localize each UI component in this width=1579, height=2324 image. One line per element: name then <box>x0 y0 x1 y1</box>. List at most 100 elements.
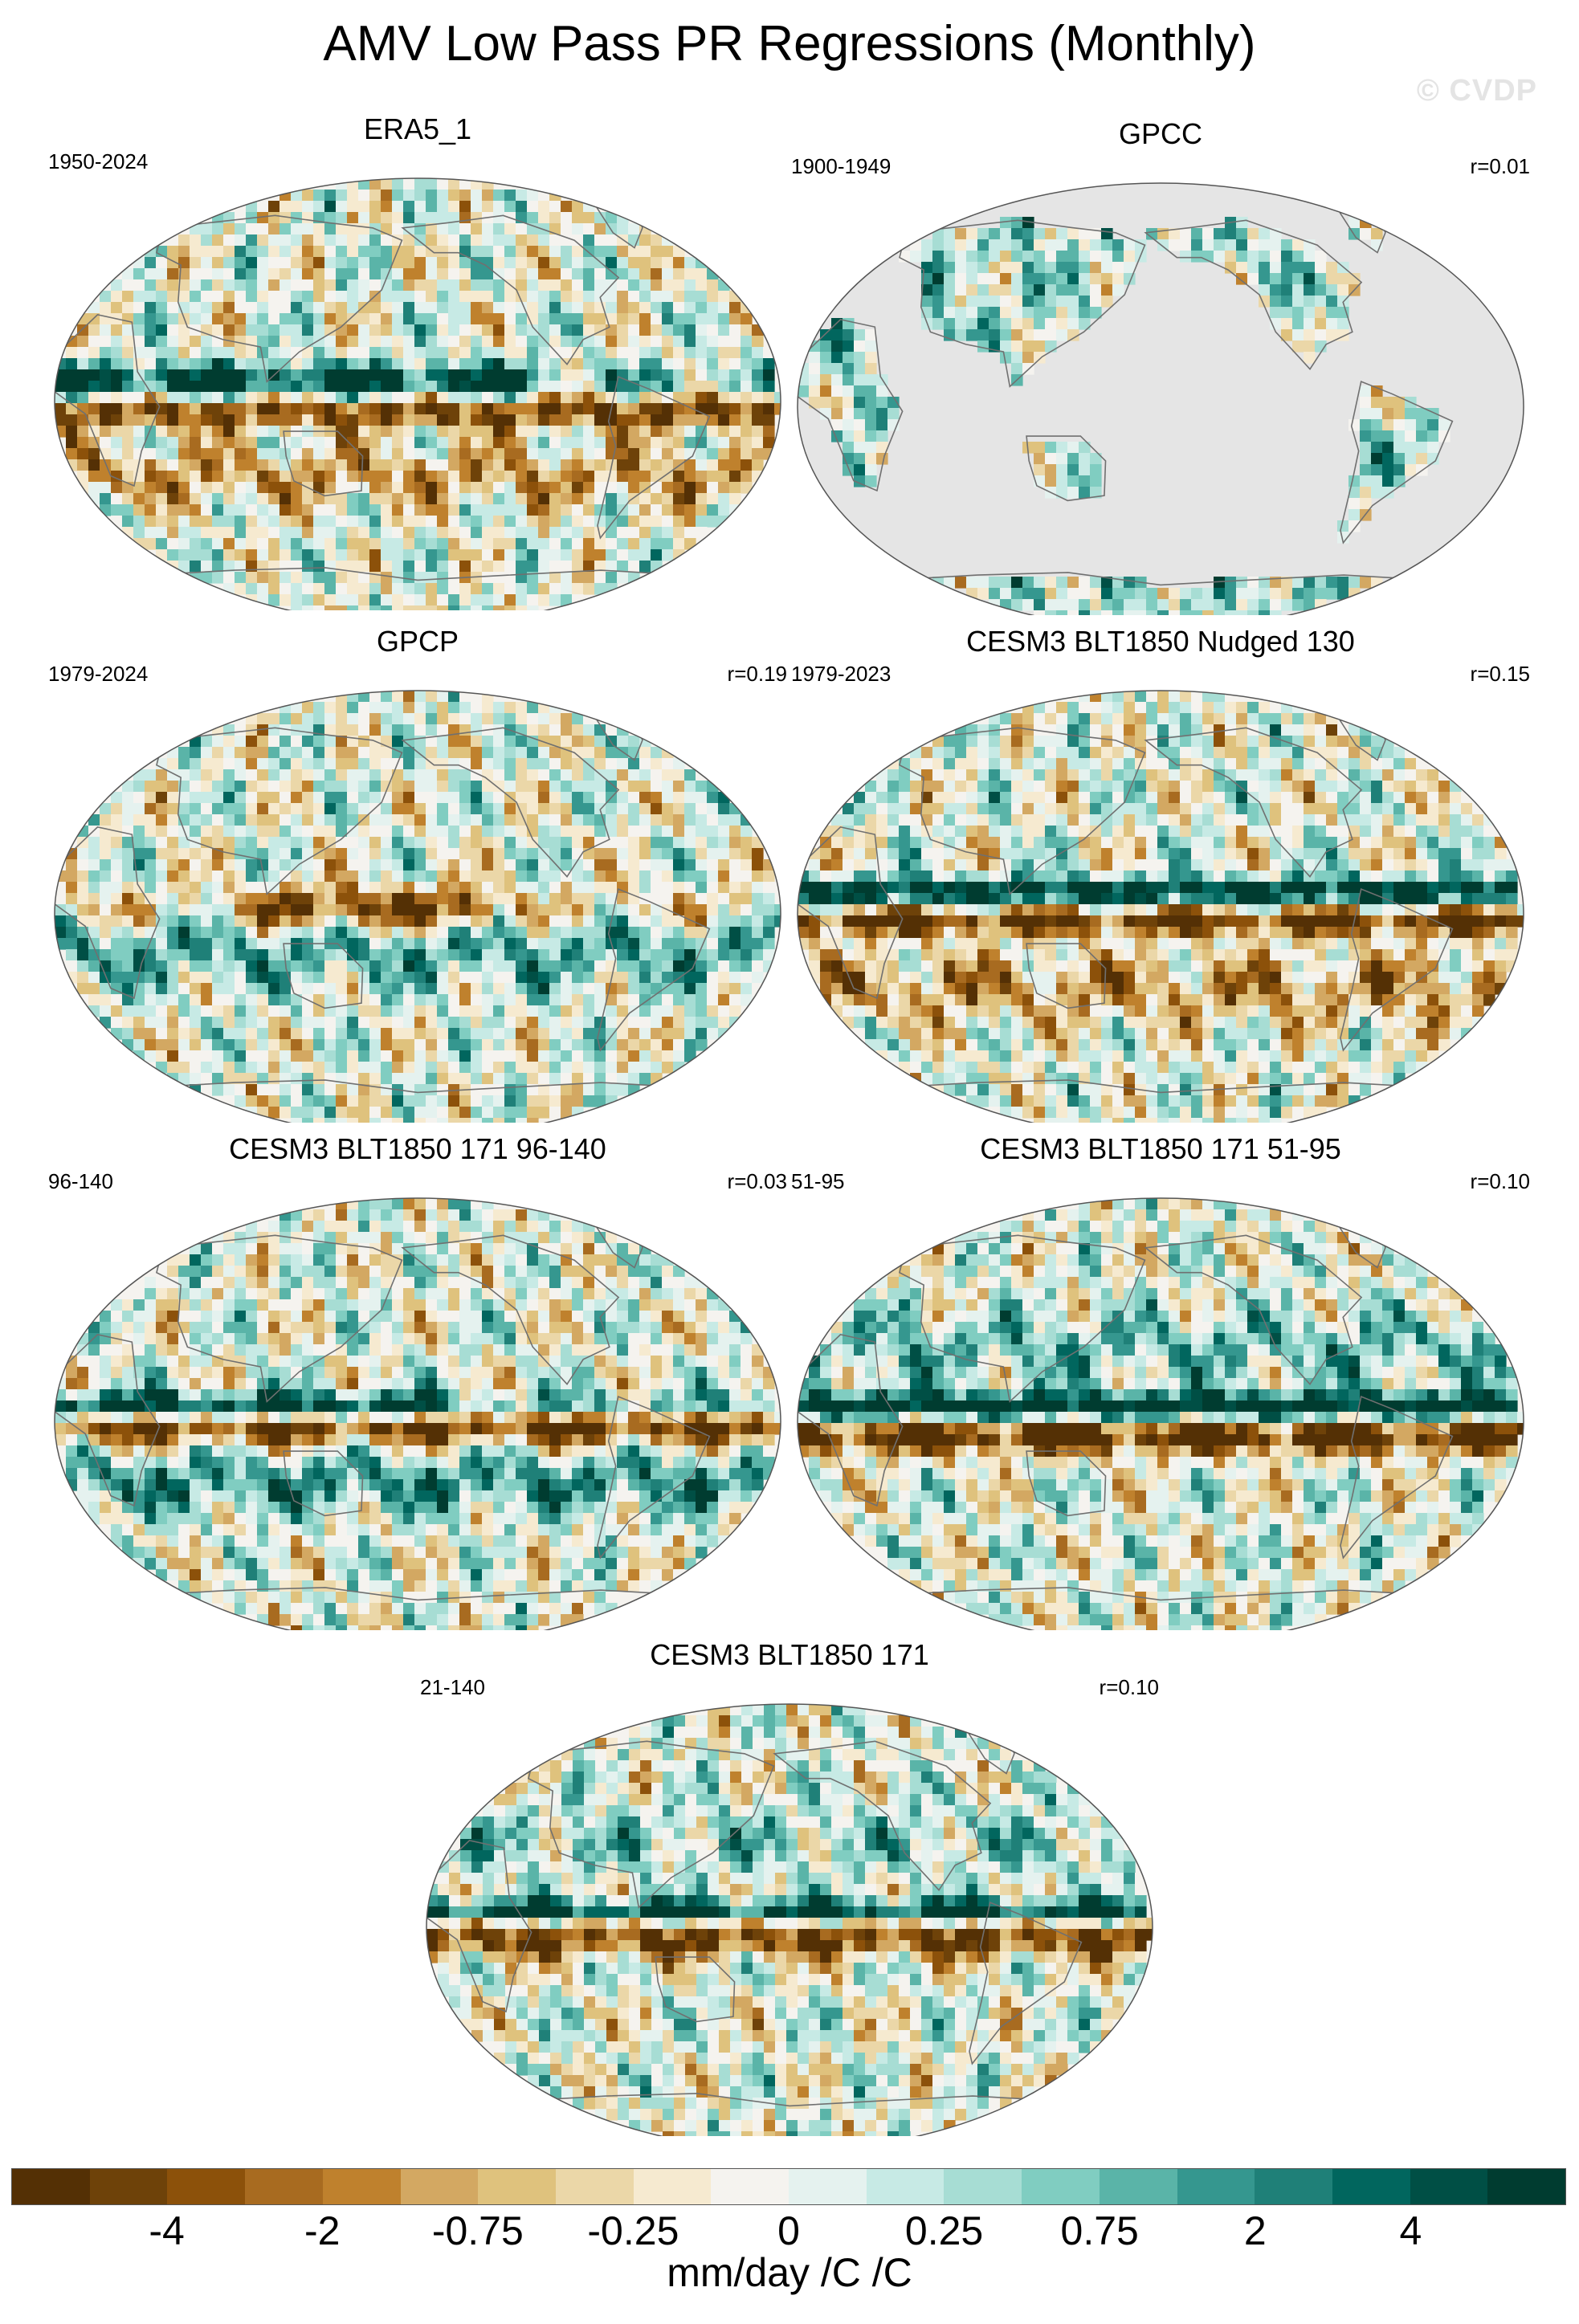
coastline <box>1026 1450 1107 1517</box>
colorbar <box>11 2168 1566 2205</box>
colorbar-segment <box>478 2169 556 2204</box>
map-svg <box>797 1197 1524 1630</box>
colorbar-segment <box>89 2169 168 2204</box>
coastline <box>283 430 364 497</box>
map-panel-96-140: CESM3 BLT1850 171 96-140 96-140 r=0.03 <box>48 1132 787 1630</box>
coastline <box>798 826 904 1000</box>
colorbar-tick-label: -4 <box>149 2208 185 2253</box>
map-border <box>54 690 781 1123</box>
coastline <box>156 214 403 383</box>
colorbar-segment <box>322 2169 401 2204</box>
coastline <box>798 1334 904 1507</box>
panel-period: 51-95 <box>791 1169 845 1193</box>
colorbar-segment <box>555 2169 634 2204</box>
coastline <box>1026 435 1107 502</box>
coastline <box>597 1396 711 1560</box>
map-svg <box>54 177 781 610</box>
panel-correlation: r=0.10 <box>1470 1169 1530 1193</box>
coastline <box>283 1450 364 1517</box>
colorbar-units: mm/day /C /C <box>667 2250 912 2295</box>
panel-title: CESM3 BLT1850 171 <box>650 1638 929 1671</box>
colorbar-tick-label: 0.75 <box>1060 2208 1139 2253</box>
coastline <box>156 727 403 895</box>
coastline <box>1340 1396 1454 1560</box>
map-panel-gpcp: GPCP 1979-2024 r=0.19 <box>48 625 787 1123</box>
colorbar-tick-label: 4 <box>1399 2208 1422 2253</box>
panel-correlation: r=0.15 <box>1470 662 1530 686</box>
map-svg <box>797 690 1524 1123</box>
colorbar-segment <box>633 2169 712 2204</box>
panel-title: ERA5_1 <box>363 112 472 145</box>
coastline <box>969 1902 1083 2065</box>
coastline <box>146 567 689 610</box>
map-border <box>54 1197 781 1630</box>
panel-title: CESM3 BLT1850 Nudged 130 <box>966 625 1355 658</box>
panel-period: 1979-2024 <box>48 662 149 686</box>
colorbar-tick-label: -0.75 <box>431 2208 524 2253</box>
colorbar-segment <box>1177 2169 1255 2204</box>
coastline <box>1144 219 1363 370</box>
map-field <box>798 1198 1524 1630</box>
coastline <box>518 2093 1061 2136</box>
coastline <box>597 376 711 540</box>
colorbar-tick-label: -2 <box>304 2208 341 2253</box>
panel-title: GPCP <box>376 625 459 658</box>
coastline <box>528 1740 775 1909</box>
panel-period: 21-140 <box>420 1675 485 1699</box>
map-border <box>426 1703 1153 2136</box>
coastline <box>889 1587 1432 1630</box>
map-panel-51-95: CESM3 BLT1850 171 51-95 51-95 r=0.10 <box>791 1132 1530 1630</box>
coastline <box>1340 888 1454 1052</box>
coastline <box>899 1234 1146 1403</box>
colorbar-segment <box>1410 2169 1488 2204</box>
map-field <box>426 1704 1153 2136</box>
coastline <box>401 214 620 365</box>
colorbar-segment <box>1255 2169 1332 2204</box>
coastline <box>156 1234 403 1403</box>
colorbar-segment <box>400 2169 479 2204</box>
coastline <box>773 1740 992 1891</box>
map-border <box>797 1197 1524 1630</box>
map-panel-21-140: CESM3 BLT1850 171 21-140 r=0.10 <box>420 1638 1159 2136</box>
colorbar-tick-label: 0.25 <box>904 2208 984 2253</box>
coastline <box>401 727 620 878</box>
colorbar-segment <box>1022 2169 1100 2204</box>
coastline <box>655 1956 736 2023</box>
map-panel-era5: ERA5_1 1950-2024 <box>48 112 787 610</box>
panel-title: CESM3 BLT1850 171 96-140 <box>229 1132 606 1165</box>
colorbar-tick-label: 0 <box>777 2208 800 2253</box>
coastline <box>899 727 1146 895</box>
map-border <box>54 177 781 610</box>
colorbar-segment <box>711 2169 790 2204</box>
coastline <box>55 1334 161 1507</box>
colorbar-segment <box>944 2169 1022 2204</box>
colorbar-segment <box>167 2169 246 2204</box>
colorbar-segment <box>1099 2169 1177 2204</box>
watermark: © CVDP <box>1416 74 1537 108</box>
coastline <box>798 319 904 492</box>
coastline <box>1144 727 1363 878</box>
map-panel-gpcc: GPCC 1900-1949 r=0.01 <box>791 117 1530 615</box>
map-svg <box>426 1703 1153 2136</box>
panel-period: 1900-1949 <box>791 154 892 178</box>
figure-title: AMV Low Pass PR Regressions (Monthly) <box>323 16 1256 71</box>
coastline <box>283 943 364 1009</box>
coastline <box>889 572 1432 615</box>
colorbar-tick-label: -0.25 <box>587 2208 679 2253</box>
map-border <box>797 690 1524 1123</box>
coastline <box>1340 381 1454 544</box>
panel-period: 1979-2023 <box>791 662 892 686</box>
coastline <box>146 1079 689 1123</box>
panel-title: CESM3 BLT1850 171 51-95 <box>980 1132 1341 1165</box>
panel-correlation: r=0.03 <box>727 1169 787 1193</box>
map-svg <box>54 690 781 1123</box>
coastline <box>1144 1234 1363 1385</box>
map-field <box>798 183 1524 615</box>
colorbar-segment <box>789 2169 867 2204</box>
coastline <box>889 1079 1432 1123</box>
coastline <box>146 1587 689 1630</box>
panel-period: 1950-2024 <box>48 149 149 173</box>
map-field <box>55 178 781 610</box>
coastline <box>597 888 711 1052</box>
colorbar-segment <box>245 2169 323 2204</box>
